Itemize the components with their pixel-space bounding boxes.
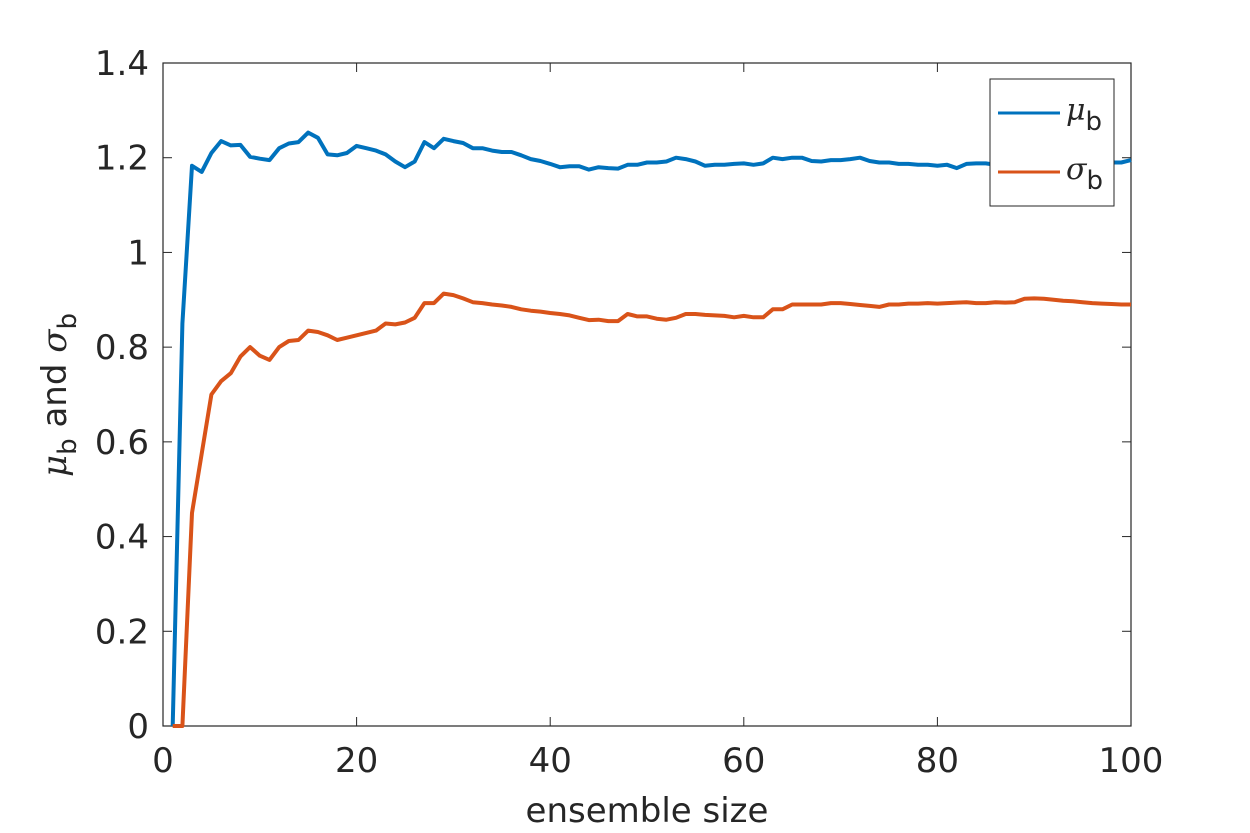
y-tick-label: 1.4	[95, 44, 149, 84]
axis-ticks: 0 20 40 60 80 100 0 0.2 0.4 0.6 0.8 1 1.2 1.4	[95, 44, 1164, 781]
y-axis-label: μb and σb	[35, 313, 83, 477]
y-label-sigma-sub: b	[53, 313, 83, 330]
plot-area	[162, 62, 1132, 727]
legend-box	[989, 78, 1115, 207]
x-tick-label: 80	[916, 741, 959, 781]
y-tick-label: 0	[127, 707, 149, 747]
y-tick-label: 0.2	[95, 612, 149, 652]
series-lines	[170, 130, 1132, 728]
y-tick-label: 1	[127, 233, 149, 273]
x-tick-label: 0	[152, 741, 174, 781]
legend-entry-sigma: σb	[1066, 152, 1103, 196]
legend-sigma-sub: b	[1086, 166, 1103, 196]
x-tick-label: 40	[529, 741, 572, 781]
y-tick-label: 0.8	[95, 328, 149, 368]
legend-mu-sub: b	[1086, 107, 1103, 137]
y-label-mu: μ	[35, 455, 75, 477]
y-tick-label: 0.6	[95, 423, 149, 463]
y-label-sigma: σ	[35, 329, 75, 353]
y-tick-label: 1.2	[95, 139, 149, 179]
y-label-mu-sub: b	[53, 438, 83, 455]
x-tick-label: 20	[335, 741, 378, 781]
y-label-and: and	[35, 353, 75, 439]
legend: μb σb	[989, 78, 1115, 207]
x-tick-label: 60	[722, 741, 765, 781]
series-line-mu	[170, 130, 1132, 727]
legend-sigma-symbol: σ	[1066, 152, 1088, 187]
series-line-sigma	[172, 291, 1131, 728]
x-tick-label: 100	[1099, 741, 1164, 781]
legend-mu-symbol: μ	[1066, 93, 1086, 128]
legend-entry-mu: μb	[1066, 93, 1102, 137]
x-axis-label: ensemble size	[526, 791, 769, 831]
y-tick-label: 0.4	[95, 518, 149, 558]
